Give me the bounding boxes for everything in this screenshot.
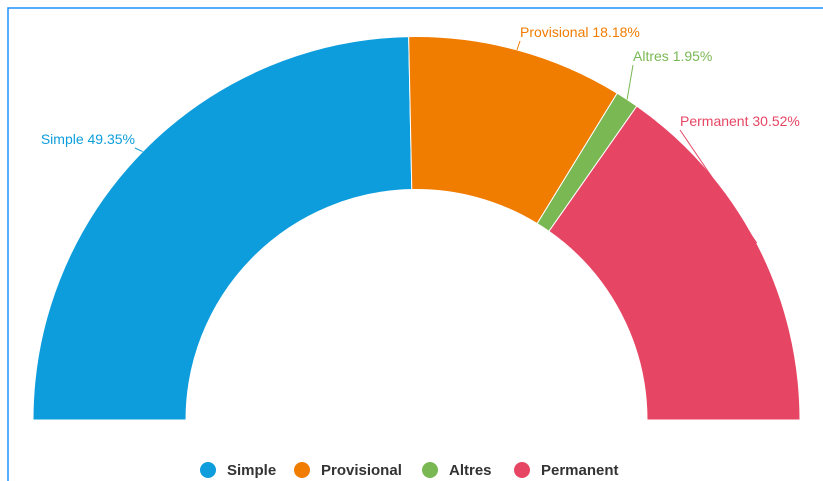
legend-text: Simple — [227, 462, 276, 479]
label-name: Simple — [41, 131, 84, 147]
leader-line — [679, 129, 758, 244]
legend-marker — [294, 462, 310, 478]
slice — [548, 105, 801, 421]
legend-text: Provisional — [321, 462, 402, 479]
label-value: 49.35% — [88, 131, 135, 147]
data-label: Permanent 30.52% — [680, 113, 800, 129]
label-value: 30.52% — [752, 113, 799, 129]
frame — [7, 7, 823, 481]
label-name: Permanent — [680, 113, 749, 129]
slice — [32, 36, 413, 421]
leader-line — [516, 40, 521, 51]
legend-marker — [422, 462, 438, 478]
data-label: Altres 1.95% — [633, 48, 712, 64]
legend-text: Permanent — [541, 462, 619, 479]
leader-line — [134, 147, 143, 153]
legend-marker — [200, 462, 216, 478]
legend-marker — [514, 462, 530, 478]
label-value: 1.95% — [673, 48, 713, 64]
label-name: Provisional — [520, 24, 588, 40]
data-label: Simple 49.35% — [41, 131, 135, 147]
label-value: 18.18% — [592, 24, 639, 40]
label-name: Altres — [633, 48, 669, 64]
legend-text: Altres — [449, 462, 492, 479]
leader-line — [626, 64, 634, 100]
data-label: Provisional 18.18% — [520, 24, 640, 40]
